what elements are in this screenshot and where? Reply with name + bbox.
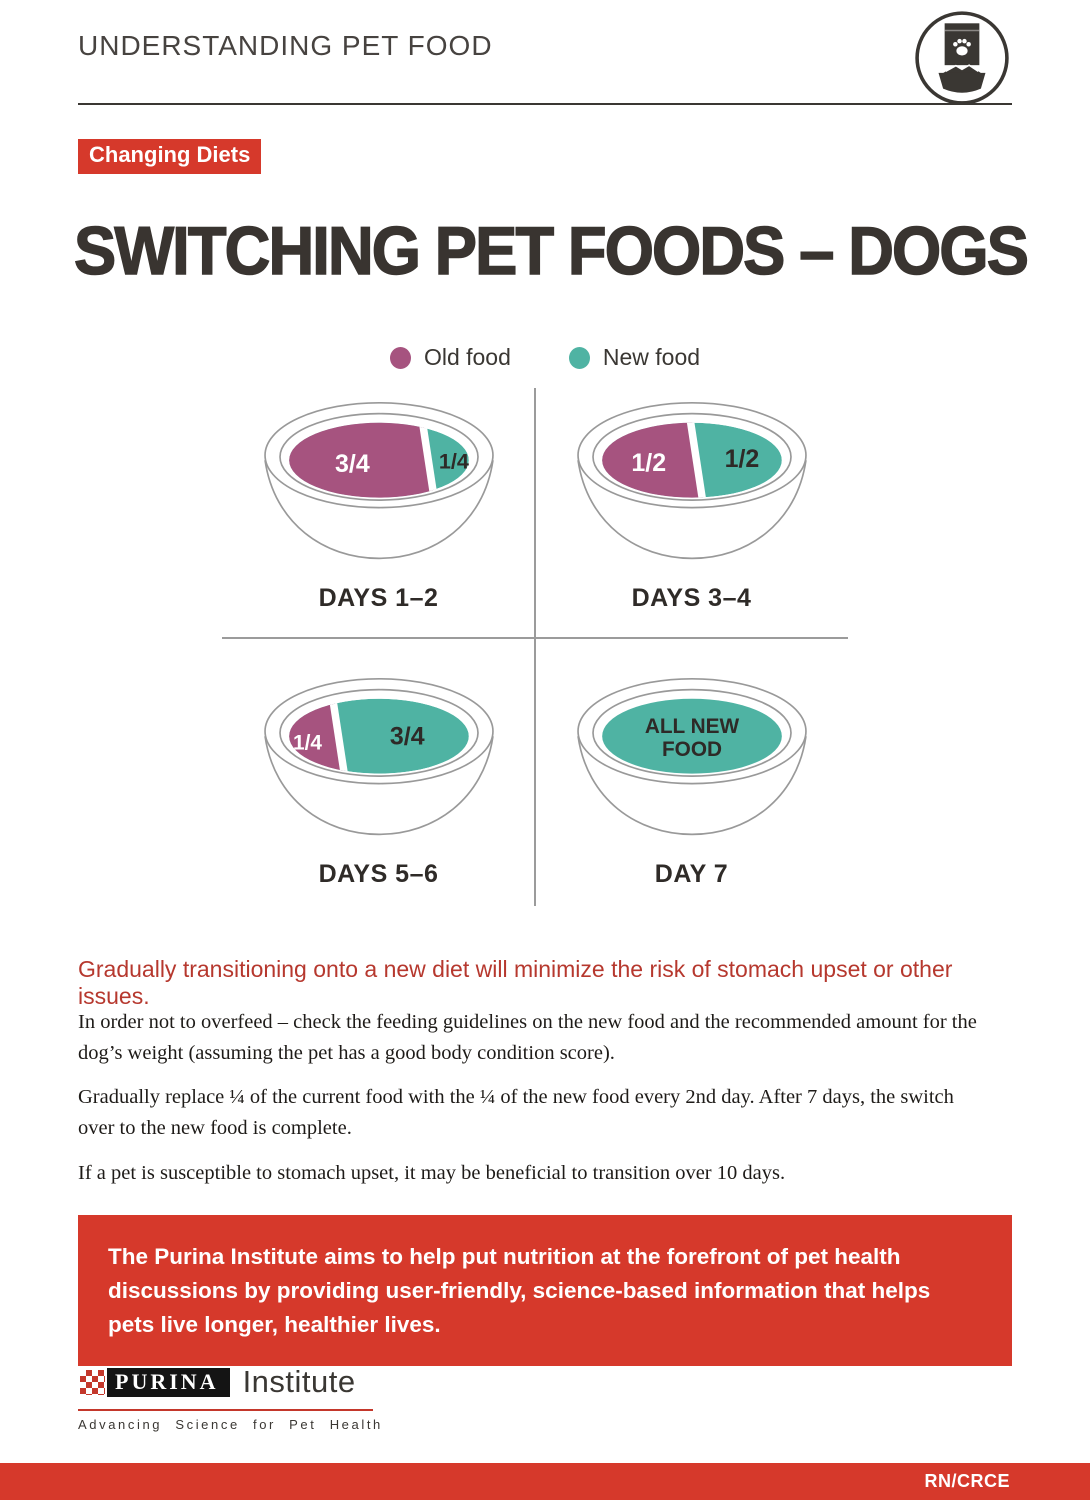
new-fraction-label: 1/2 <box>724 445 759 473</box>
bowl-label-days-1-2: DAYS 1–2 <box>318 584 439 612</box>
body-text: In order not to overfeed – check the fee… <box>78 1007 983 1202</box>
bowl-days-5-6-icon: 1/4 3/4 <box>263 677 494 836</box>
legend-item-new-food: New food <box>568 344 701 371</box>
legend-item-old-food: Old food <box>389 344 511 371</box>
all-new-food-label-line1: ALL NEW <box>644 715 739 738</box>
page-header-title: UNDERSTANDING PET FOOD <box>78 30 493 61</box>
pet-food-bag-and-bowl-icon <box>913 8 1011 111</box>
new-fraction-label: 3/4 <box>389 723 424 751</box>
bowl-days-1-2-icon: 3/4 1/4 <box>263 401 494 560</box>
logo-rule <box>78 1409 373 1411</box>
quadrant-days-1-2: 3/4 1/4 DAYS 1–2 <box>222 388 535 638</box>
quadrant-days-3-4: 1/2 1/2 DAYS 3–4 <box>535 388 848 638</box>
footer-bar: RN/CRCE <box>0 1463 1090 1500</box>
page-title: SWITCHING PET FOODS – DOGS <box>73 212 1029 290</box>
legend-label-new-food: New food <box>602 344 701 370</box>
header-divider <box>78 103 1012 105</box>
quadrant-days-5-6: 1/4 3/4 DAYS 5–6 <box>222 638 535 906</box>
purina-institute-logo: PURINA Institute Advancing Science for P… <box>78 1364 383 1432</box>
purina-institute-banner: The Purina Institute aims to help put nu… <box>78 1215 1012 1367</box>
logo-tagline: Advancing Science for Pet Health <box>78 1417 383 1432</box>
bowl-label-days-3-4: DAYS 3–4 <box>631 584 752 612</box>
bowl-label-day-7: DAY 7 <box>654 860 729 888</box>
section-badge: Changing Diets <box>78 139 262 174</box>
bowl-day-7-icon: ALL NEW FOOD <box>576 677 807 836</box>
bowl-days-3-4-icon: 1/2 1/2 <box>576 401 807 560</box>
all-new-food-label-line2: FOOD <box>661 738 721 761</box>
quadrant-horizontal-divider <box>222 637 848 639</box>
legend: Old food New food <box>0 344 1090 371</box>
old-fraction-label: 3/4 <box>335 450 370 478</box>
paragraph-overfeed: In order not to overfeed – check the fee… <box>78 1011 977 1065</box>
purina-checkerboard-icon <box>78 1367 107 1397</box>
purina-brand-name: PURINA <box>115 1369 219 1394</box>
institute-wordmark: Institute <box>242 1364 356 1399</box>
paragraph-replace: Gradually replace ¼ of the current food … <box>78 1086 954 1140</box>
transition-diagram: 3/4 1/4 DAYS 1–2 1/2 1/2 DAYS 3–4 <box>222 388 848 906</box>
new-food-dot-icon <box>568 346 590 369</box>
old-fraction-label: 1/4 <box>293 732 322 755</box>
bowl-label-days-5-6: DAYS 5–6 <box>318 860 439 888</box>
purina-logo-box: PURINA <box>78 1367 230 1397</box>
old-fraction-label: 1/2 <box>631 449 666 477</box>
highlight-sentence: Gradually transitioning onto a new diet … <box>78 956 953 1009</box>
footer-code: RN/CRCE <box>924 1471 1010 1491</box>
paragraph-susceptible: If a pet is susceptible to stomach upset… <box>78 1161 786 1184</box>
new-fraction-label: 1/4 <box>438 449 468 474</box>
quadrant-vertical-divider <box>534 388 536 906</box>
legend-label-old-food: Old food <box>423 344 511 370</box>
quadrant-day-7: ALL NEW FOOD DAY 7 <box>535 638 848 906</box>
old-food-dot-icon <box>389 346 411 369</box>
